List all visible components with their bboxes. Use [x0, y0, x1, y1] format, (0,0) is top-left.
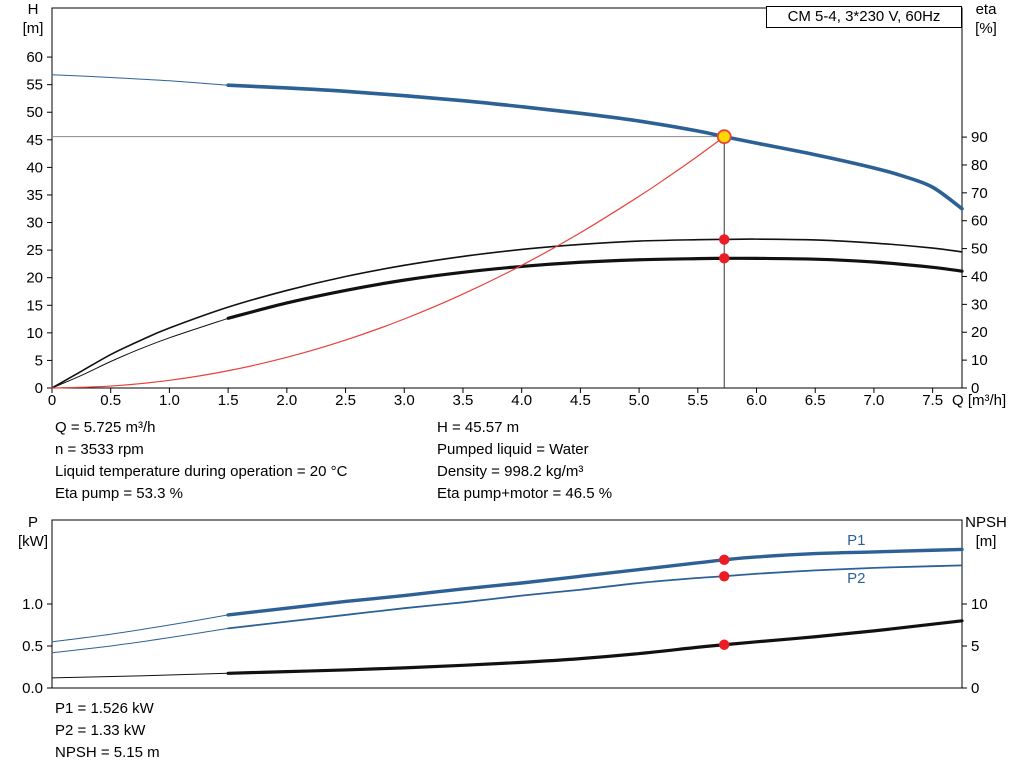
- npsh-duty-dot: [719, 639, 730, 650]
- svg-text:4.0: 4.0: [511, 392, 532, 409]
- svg-text:10: 10: [971, 596, 988, 613]
- qh-curve-extension: [51, 74, 229, 86]
- eta-pump-motor-duty-dot: [719, 253, 730, 264]
- axis-ticks: [47, 56, 967, 393]
- svg-text:0.5: 0.5: [22, 638, 43, 655]
- qh-curve: [226, 83, 964, 211]
- svg-text:50: 50: [971, 241, 988, 258]
- p2-curve-extension: [51, 627, 229, 654]
- svg-text:60: 60: [971, 213, 988, 230]
- svg-text:0: 0: [971, 380, 979, 397]
- svg-text:25: 25: [26, 242, 43, 259]
- svg-text:40: 40: [971, 268, 988, 285]
- svg-text:15: 15: [26, 297, 43, 314]
- svg-text:80: 80: [971, 157, 988, 174]
- eta-pump-duty-dot: [719, 234, 730, 245]
- svg-text:5: 5: [35, 352, 43, 369]
- power-npsh-info: P1 = 1.526 kW P2 = 1.33 kW NPSH = 5.15 m: [55, 698, 160, 764]
- eta-pump-motor-curve-extension: [51, 317, 229, 389]
- y-axis-left-title: H: [28, 1, 39, 18]
- pump-model-label: CM 5-4, 3*230 V, 60Hz: [766, 6, 962, 28]
- y-axis-left-unit: [m]: [23, 20, 44, 37]
- svg-text:10: 10: [971, 352, 988, 369]
- svg-text:7.0: 7.0: [864, 392, 885, 409]
- svg-text:1.0: 1.0: [22, 596, 43, 613]
- svg-text:0: 0: [971, 680, 979, 697]
- eta-pump-motor-curve: [226, 256, 964, 320]
- svg-text:20: 20: [971, 324, 988, 341]
- info-eta-pump-motor: Eta pump+motor = 46.5 %: [437, 485, 613, 502]
- operating-point-info-right: H = 45.57 m Pumped liquid = Water Densit…: [437, 417, 612, 505]
- svg-text:1.0: 1.0: [159, 392, 180, 409]
- svg-text:1.5: 1.5: [218, 392, 239, 409]
- power-npsh-chart: 0.0 0.5 1.0 0 5 10 P [kW] NPSH [m] P1 P2: [18, 515, 1007, 697]
- info-pumped-liquid: Pumped liquid = Water: [437, 441, 589, 458]
- svg-text:50: 50: [26, 104, 43, 121]
- svg-text:3.5: 3.5: [453, 392, 474, 409]
- info-head: H = 45.57 m: [437, 419, 520, 436]
- axis-tick-labels: 0 0.5 1.0 1.5 2.0 2.5 3.0 3.5 4.0 4.5 5.0 5.5 6.0 6.5…: [26, 49, 987, 409]
- svg-text:5.5: 5.5: [687, 392, 708, 409]
- operating-point-info-left: Q = 5.725 m³/h n = 3533 rpm Liquid tempe…: [55, 417, 347, 505]
- y-axis-right-title: eta: [976, 1, 998, 18]
- svg-text:35: 35: [26, 187, 43, 204]
- npsh-curve-extension: [51, 672, 229, 679]
- p2-curve: [227, 564, 963, 630]
- svg-text:30: 30: [971, 296, 988, 313]
- svg-text:5.0: 5.0: [629, 392, 650, 409]
- svg-text:40: 40: [26, 159, 43, 176]
- svg-text:0: 0: [48, 392, 56, 409]
- svg-text:2.5: 2.5: [335, 392, 356, 409]
- svg-text:30: 30: [26, 215, 43, 232]
- y-axis-right-unit: [%]: [975, 20, 997, 37]
- svg-text:55: 55: [26, 77, 43, 94]
- plot-frame: [51, 7, 963, 389]
- svg-text:5: 5: [971, 638, 979, 655]
- svg-text:60: 60: [26, 49, 43, 66]
- svg-text:90: 90: [971, 129, 988, 146]
- svg-text:4.5: 4.5: [570, 392, 591, 409]
- svg-text:6.5: 6.5: [805, 392, 826, 409]
- duty-point: [716, 129, 732, 145]
- svg-text:6.0: 6.0: [746, 392, 767, 409]
- system-curve: [51, 136, 725, 389]
- y-axis-left-unit: [kW]: [18, 533, 48, 550]
- info-liquid-temperature: Liquid temperature during operation = 20…: [55, 463, 348, 480]
- p1-curve: [226, 547, 964, 617]
- p1-label: P1: [847, 532, 865, 549]
- x-axis-title: Q [m³/h]: [952, 392, 1006, 409]
- svg-text:2.0: 2.0: [276, 392, 297, 409]
- info-p2: P2 = 1.33 kW: [55, 722, 146, 739]
- y-axis-left-title: P: [28, 515, 38, 531]
- svg-text:0: 0: [35, 380, 43, 397]
- info-density: Density = 998.2 kg/m³: [437, 463, 584, 480]
- info-eta-pump: Eta pump = 53.3 %: [55, 485, 183, 502]
- info-flow: Q = 5.725 m³/h: [55, 419, 156, 436]
- svg-text:0.5: 0.5: [100, 392, 121, 409]
- p2-label: P2: [847, 570, 865, 587]
- axis-ticks: [47, 603, 967, 689]
- p2-duty-dot: [719, 571, 730, 582]
- svg-text:10: 10: [26, 325, 43, 342]
- y-axis-right-unit: [m]: [976, 533, 997, 550]
- info-p1: P1 = 1.526 kW: [55, 700, 154, 717]
- svg-text:7.5: 7.5: [922, 392, 943, 409]
- p1-duty-dot: [719, 554, 730, 566]
- axis-tick-labels: 0.0 0.5 1.0 0 5 10: [22, 596, 988, 697]
- y-axis-right-title: NPSH: [965, 515, 1007, 531]
- svg-text:0.0: 0.0: [22, 680, 43, 697]
- qh-eta-chart: 0 0.5 1.0 1.5 2.0 2.5 3.0 3.5 4.0 4.5 5.0 5.5 6.0 6.5…: [23, 1, 1007, 409]
- svg-text:45: 45: [26, 132, 43, 149]
- p1-curve-extension: [51, 614, 229, 643]
- svg-text:3.0: 3.0: [394, 392, 415, 409]
- svg-text:20: 20: [26, 270, 43, 287]
- eta-pump-curve: [51, 238, 963, 389]
- svg-text:70: 70: [971, 185, 988, 202]
- info-speed: n = 3533 rpm: [55, 441, 144, 458]
- info-npsh: NPSH = 5.15 m: [55, 744, 160, 761]
- npsh-curve: [226, 619, 964, 675]
